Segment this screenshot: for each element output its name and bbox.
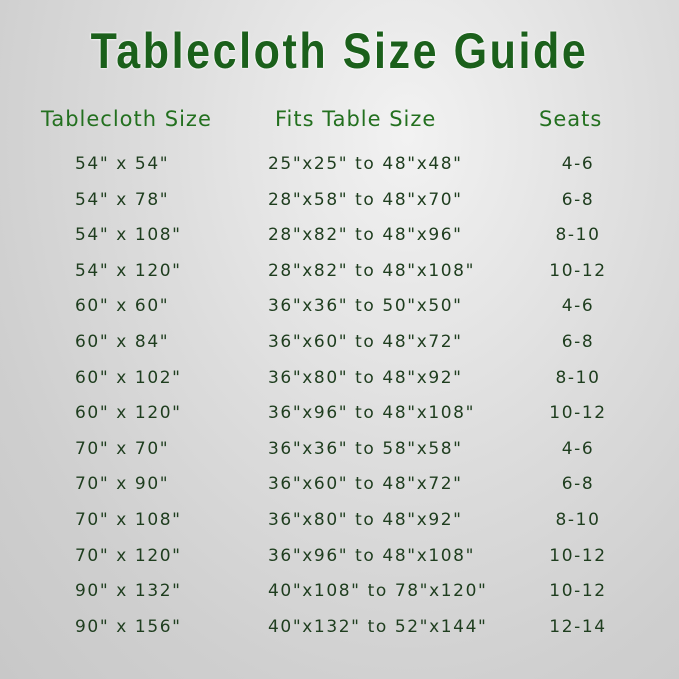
- cell-seats: 10-12: [549, 260, 607, 281]
- table-row: 60" x 102" 36"x80" to 48"x92" 8-10: [0, 368, 679, 398]
- cell-fits-table-size: 40"x108" to 78"x120": [268, 581, 488, 602]
- cell-tablecloth-size: 60" x 84": [75, 332, 170, 352]
- cell-fits-table-size: 36"x96" to 48"x108": [268, 403, 476, 424]
- cell-tablecloth-size: 60" x 60": [75, 296, 170, 317]
- cell-fits-table-size: 36"x36" to 50"x50": [268, 296, 463, 317]
- table-row: 70" x 120" 36"x96" to 48"x108" 10-12: [0, 546, 679, 576]
- table-row: 60" x 84" 36"x60" to 48"x72" 6-8: [0, 332, 679, 362]
- cell-seats: 6-8: [561, 189, 595, 210]
- table-row: 70" x 90" 36"x60" to 48"x72" 6-8: [0, 474, 679, 504]
- cell-tablecloth-size: 54" x 54": [75, 154, 170, 174]
- cell-seats: 4-6: [561, 296, 595, 317]
- cell-seats: 6-8: [561, 474, 595, 495]
- cell-tablecloth-size: 60" x 120": [75, 403, 182, 424]
- cell-fits-table-size: 36"x60" to 48"x72": [268, 474, 463, 495]
- table-row: 70" x 70" 36"x36" to 58"x58" 4-6: [0, 439, 679, 469]
- cell-fits-table-size: 28"x82" to 48"x96": [268, 225, 463, 246]
- cell-fits-table-size: 36"x60" to 48"x72": [268, 332, 463, 352]
- cell-fits-table-size: 28"x58" to 48"x70": [268, 189, 463, 210]
- table-row: 54" x 108" 28"x82" to 48"x96" 8-10: [0, 225, 679, 255]
- table-row: 90" x 156" 40"x132" to 52"x144" 12-14: [0, 617, 679, 647]
- header-seats: Seats: [539, 107, 603, 131]
- cell-fits-table-size: 28"x82" to 48"x108": [268, 260, 476, 281]
- cell-seats: 12-14: [549, 616, 607, 637]
- header-tablecloth-size: Tablecloth Size: [41, 107, 212, 131]
- cell-tablecloth-size: 70" x 120": [75, 545, 182, 566]
- cell-tablecloth-size: 70" x 70": [75, 438, 170, 459]
- cell-fits-table-size: 25"x25" to 48"x48": [268, 154, 463, 174]
- table-row: 60" x 120" 36"x96" to 48"x108" 10-12: [0, 403, 679, 433]
- page-title: Tablecloth Size Guide: [90, 23, 589, 79]
- cell-seats: 8-10: [555, 225, 601, 246]
- cell-tablecloth-size: 60" x 102": [75, 367, 182, 388]
- cell-tablecloth-size: 54" x 78": [75, 189, 170, 210]
- table-row: 54" x 120" 28"x82" to 48"x108" 10-12: [0, 261, 679, 291]
- cell-tablecloth-size: 54" x 120": [75, 260, 182, 281]
- cell-fits-table-size: 40"x132" to 52"x144": [268, 616, 488, 637]
- cell-seats: 8-10: [555, 367, 601, 388]
- cell-fits-table-size: 36"x80" to 48"x92": [268, 367, 463, 388]
- cell-tablecloth-size: 90" x 132": [75, 581, 182, 602]
- header-fits-table-size: Fits Table Size: [275, 107, 437, 131]
- cell-seats: 8-10: [555, 510, 601, 530]
- cell-fits-table-size: 36"x36" to 58"x58": [268, 438, 463, 459]
- table-row: 54" x 54" 25"x25" to 48"x48" 4-6: [0, 154, 679, 184]
- cell-seats: 10-12: [549, 403, 607, 424]
- cell-tablecloth-size: 90" x 156": [75, 616, 182, 637]
- table-row: 90" x 132" 40"x108" to 78"x120" 10-12: [0, 581, 679, 611]
- cell-seats: 6-8: [561, 332, 595, 352]
- table-row: 60" x 60" 36"x36" to 50"x50" 4-6: [0, 296, 679, 326]
- cell-fits-table-size: 36"x80" to 48"x92": [268, 510, 463, 530]
- cell-seats: 10-12: [549, 581, 607, 602]
- cell-seats: 4-6: [561, 154, 595, 174]
- table-row: 54" x 78" 28"x58" to 48"x70" 6-8: [0, 190, 679, 220]
- cell-seats: 10-12: [549, 545, 607, 566]
- cell-tablecloth-size: 70" x 90": [75, 474, 170, 495]
- cell-tablecloth-size: 54" x 108": [75, 225, 182, 246]
- cell-seats: 4-6: [561, 438, 595, 459]
- cell-fits-table-size: 36"x96" to 48"x108": [268, 545, 476, 566]
- table-row: 70" x 108" 36"x80" to 48"x92" 8-10: [0, 510, 679, 540]
- cell-tablecloth-size: 70" x 108": [75, 510, 182, 530]
